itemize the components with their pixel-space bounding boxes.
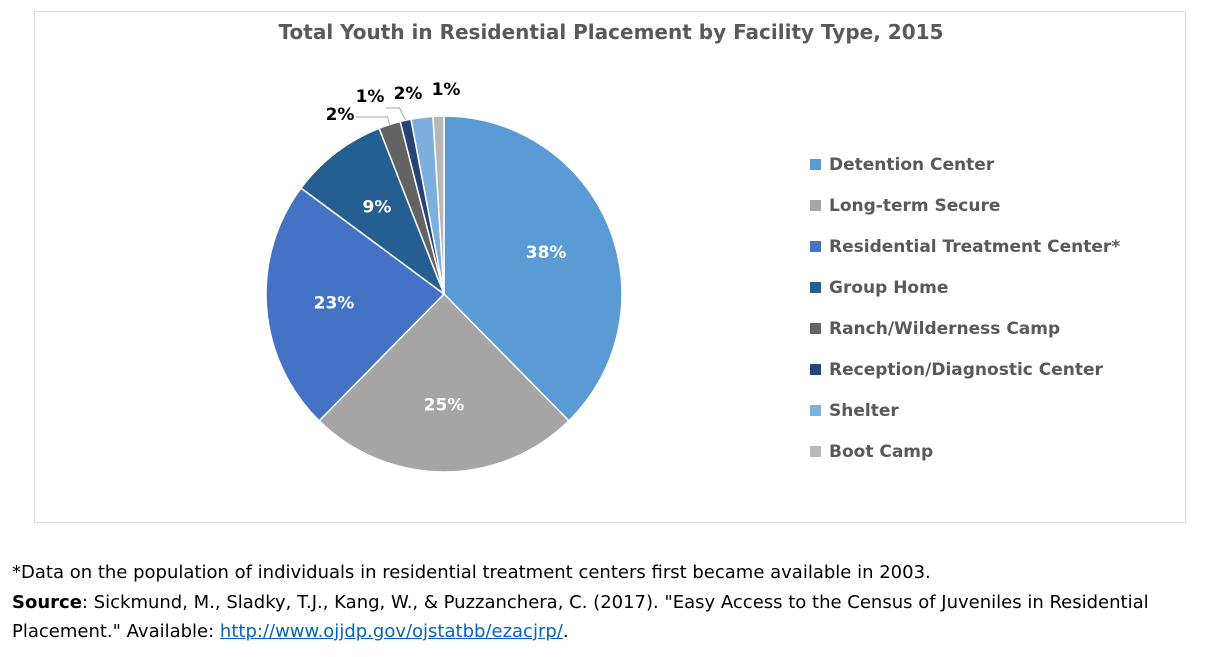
legend-label: Residential Treatment Center* <box>829 236 1121 257</box>
slice-label-detention-center: 38% <box>526 243 567 263</box>
legend-label: Boot Camp <box>829 441 934 462</box>
pie-slice-boot-camp <box>432 115 445 295</box>
leader-line-reception-diagnostic-center <box>386 107 406 121</box>
legend-label: Shelter <box>829 400 899 421</box>
legend-label: Long-term Secure <box>829 195 1001 216</box>
slice-label-residential-treatment-center: 23% <box>314 294 355 314</box>
legend-label: Reception/Diagnostic Center <box>829 359 1103 380</box>
source-text: : Sickmund, M., Sladky, T.J., Kang, W., … <box>12 591 1149 643</box>
legend-item: Ranch/Wilderness Camp <box>810 308 1120 349</box>
legend: Detention Center Long-term Secure Reside… <box>810 144 1120 472</box>
legend-label: Detention Center <box>829 154 995 175</box>
leader-line-ranch-wilderness-camp <box>356 116 391 125</box>
legend-item: Reception/Diagnostic Center <box>810 349 1120 390</box>
pie-slice-long-term-secure <box>318 292 570 473</box>
slice-label-long-term-secure: 25% <box>424 395 465 415</box>
legend-item: Shelter <box>810 390 1120 431</box>
legend-swatch <box>810 282 821 293</box>
notes: *Data on the population of individuals i… <box>12 558 1223 647</box>
source-end: . <box>562 621 569 642</box>
slice-label-shelter: 2% <box>394 84 423 104</box>
legend-item: Long-term Secure <box>810 185 1120 226</box>
legend-swatch <box>810 323 821 334</box>
legend-label: Group Home <box>829 277 949 298</box>
source-line: Source: Sickmund, M., Sladky, T.J., Kang… <box>12 588 1223 647</box>
chart-title: Total Youth in Residential Placement by … <box>278 20 944 44</box>
slice-label-group-home: 9% <box>362 197 391 217</box>
legend-swatch <box>810 405 821 416</box>
legend-swatch <box>810 364 821 375</box>
legend-swatch <box>810 446 821 457</box>
slice-label-boot-camp: 1% <box>432 80 461 100</box>
footnote: *Data on the population of individuals i… <box>12 562 931 583</box>
pie-slice-residential-treatment-center <box>265 186 446 422</box>
legend-swatch <box>810 159 821 170</box>
legend-item: Boot Camp <box>810 431 1120 472</box>
legend-swatch <box>810 200 821 211</box>
legend-item: Detention Center <box>810 144 1120 185</box>
legend-swatch <box>810 241 821 252</box>
slice-label-ranch-wilderness-camp: 2% <box>326 105 355 125</box>
legend-item: Group Home <box>810 267 1120 308</box>
legend-item: Residential Treatment Center* <box>810 226 1120 267</box>
source-label: Source <box>12 591 82 613</box>
source-link[interactable]: http://www.ojjdp.gov/ojstatbb/ezacjrp/ <box>219 621 563 642</box>
pie-slice-detention-center <box>443 115 623 422</box>
slice-label-reception-diagnostic-center: 1% <box>356 87 385 107</box>
pie-slice-group-home <box>299 127 446 297</box>
legend-label: Ranch/Wilderness Camp <box>829 318 1061 339</box>
